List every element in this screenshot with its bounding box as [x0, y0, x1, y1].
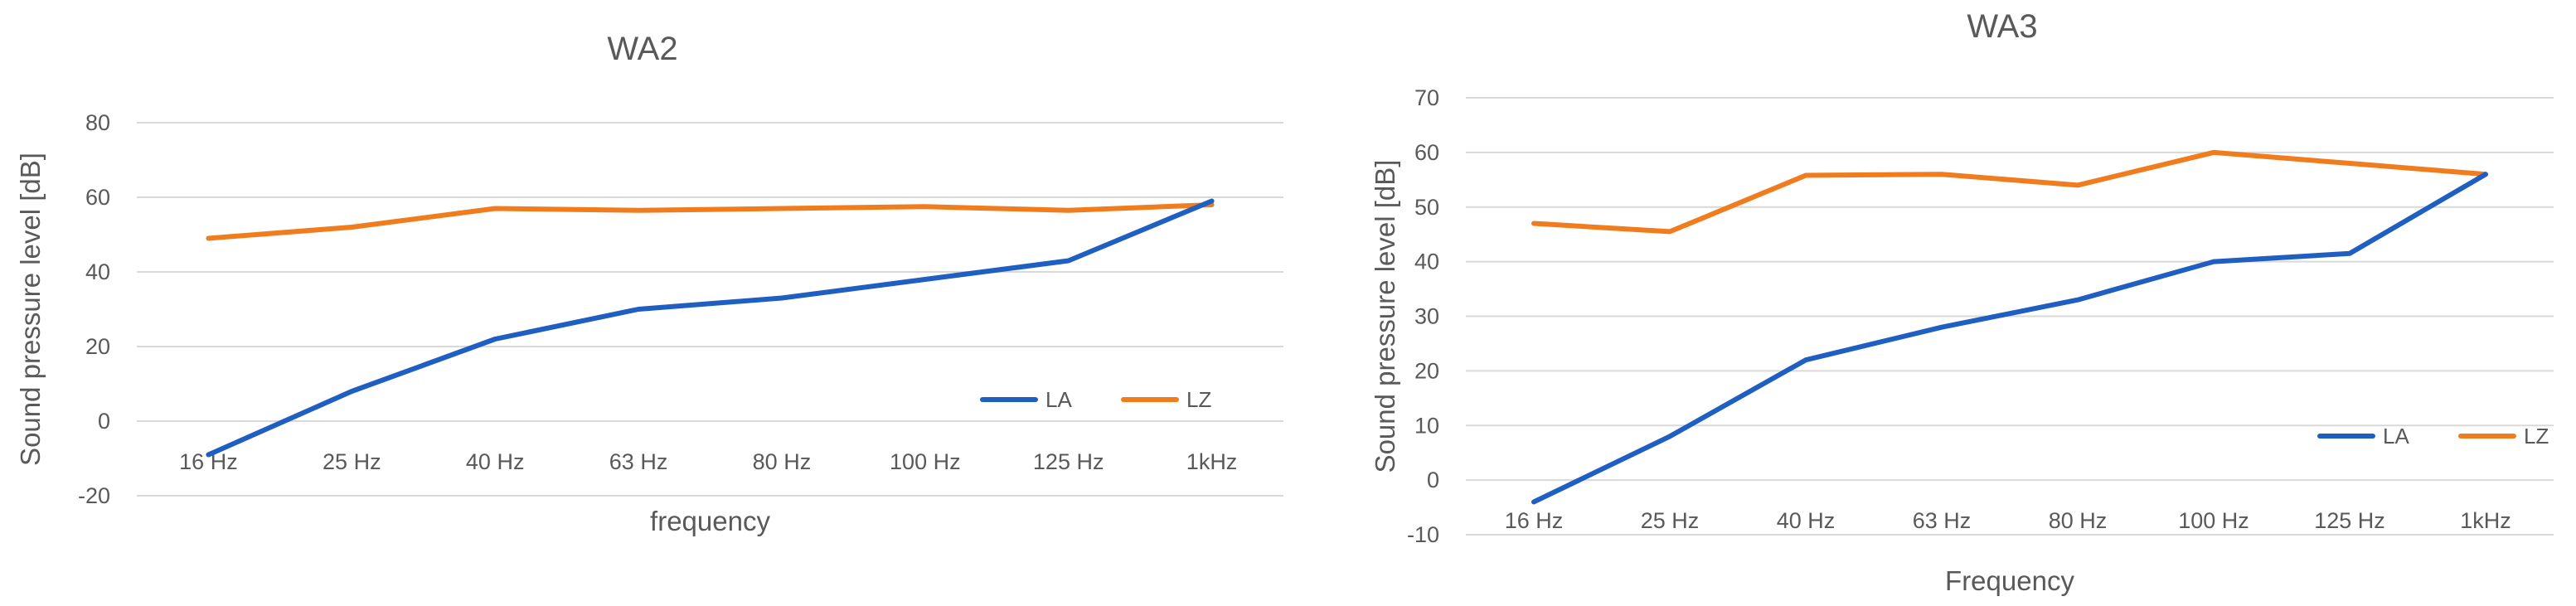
data-point-lz [1941, 173, 1943, 175]
data-point-la [207, 454, 209, 455]
series-line-la [206, 198, 1215, 458]
data-point-lz [1805, 175, 1807, 177]
data-point-lz [924, 206, 926, 207]
series-line-la [1531, 172, 2488, 505]
legend-label-la: LA [2383, 424, 2409, 448]
data-point-lz [207, 238, 209, 239]
data-point-la [1669, 435, 1671, 437]
x-axis-title: frequency [650, 506, 770, 536]
chart-title: WA2 [607, 31, 677, 67]
y-tick-label: 50 [1414, 195, 1439, 220]
x-tick-label: 16 Hz [1505, 508, 1564, 533]
x-tick-label: 25 Hz [1641, 508, 1700, 533]
data-point-la [638, 308, 639, 310]
data-point-la [2213, 261, 2215, 263]
legend-label-lz: LZ [2524, 424, 2549, 448]
data-point-lz [1669, 230, 1671, 232]
data-point-la [1805, 359, 1807, 361]
data-point-lz [1533, 223, 1535, 225]
x-tick-label: 125 Hz [1033, 449, 1104, 474]
x-tick-label: 100 Hz [890, 449, 961, 474]
y-tick-label: 20 [85, 334, 110, 359]
data-point-lz [638, 210, 639, 211]
data-point-la [924, 279, 926, 280]
x-tick-label: 80 Hz [753, 449, 812, 474]
chart-title: WA3 [1967, 8, 2037, 45]
data-point-lz [494, 208, 496, 209]
x-tick-label: 40 Hz [466, 449, 525, 474]
x-tick-label: 125 Hz [2314, 508, 2385, 533]
y-tick-label: 60 [1414, 140, 1439, 165]
y-tick-label: -20 [78, 483, 110, 508]
x-tick-label: 80 Hz [2049, 508, 2108, 533]
data-point-lz [1068, 210, 1070, 211]
legend-label-la: LA [1045, 387, 1072, 412]
y-tick-label: 0 [98, 409, 110, 434]
x-tick-label: 1kHz [1186, 449, 1238, 474]
legend-label-lz: LZ [1186, 387, 1211, 412]
data-point-la [2077, 299, 2079, 301]
series-line-lz [1531, 149, 2488, 235]
series-line-lz [206, 202, 1215, 241]
x-tick-label: 63 Hz [1913, 508, 1972, 533]
y-tick-label: 40 [1414, 250, 1439, 274]
y-tick-label: 0 [1427, 468, 1439, 492]
y-tick-label: 30 [1414, 304, 1439, 329]
y-tick-label: 80 [85, 110, 110, 135]
x-tick-label: 63 Hz [609, 449, 668, 474]
y-tick-label: 70 [1414, 85, 1439, 110]
chart-wa2: WA2 -20 0 20 40 60 80 16 Hz 25 Hz 40 Hz 63 Hz 80 Hz… [15, 31, 1283, 536]
x-tick-label: 25 Hz [323, 449, 381, 474]
y-axis-title: Sound pressure level [dB] [1370, 160, 1400, 473]
x-tick-label: 100 Hz [2178, 508, 2249, 533]
y-tick-label: 40 [85, 259, 110, 284]
y-tick-label: -10 [1407, 522, 1439, 547]
data-point-lz [1211, 204, 1213, 206]
x-tick-label: 40 Hz [1777, 508, 1836, 533]
data-point-la [494, 338, 496, 340]
y-tick-label: 10 [1414, 413, 1439, 438]
data-point-la [1068, 260, 1070, 261]
data-point-lz [781, 208, 783, 209]
x-tick-label: 1kHz [2460, 508, 2511, 533]
y-tick-label: 60 [85, 185, 110, 210]
x-axis-title: Frequency [1945, 565, 2074, 596]
y-axis-title: Sound pressure level [dB] [15, 153, 46, 466]
data-point-lz [2077, 184, 2079, 186]
chart-wa3: WA3 -10 0 10 20 30 40 50 60 70 16 Hz 25 Hz 40 Hz 63 H… [1327, 0, 2576, 606]
chart-wa3-svg: WA3 -10 0 10 20 30 40 50 60 70 16 Hz 25 Hz 40 Hz 63 H… [1370, 8, 2554, 596]
y-tick-label: 20 [1414, 358, 1439, 383]
data-point-lz [2213, 152, 2215, 153]
